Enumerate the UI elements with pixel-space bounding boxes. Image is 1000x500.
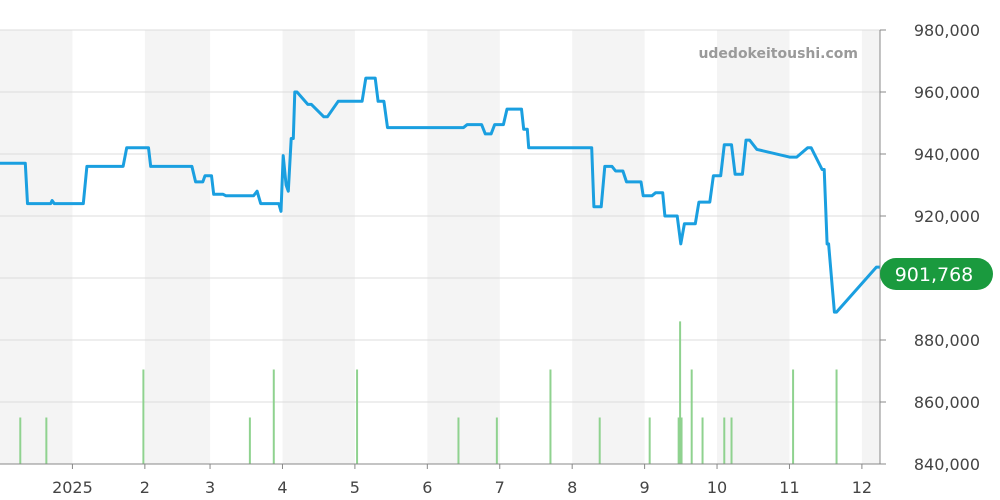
latest-value-badge: 901,768 <box>880 258 993 290</box>
x-tick-label-4: 5 <box>350 478 360 497</box>
x-tick-label-7: 8 <box>567 478 577 497</box>
y-tick-label-1: 860,000 <box>914 393 980 412</box>
y-tick-label-5: 940,000 <box>914 145 980 164</box>
month-band-6 <box>861 30 880 464</box>
watermark: udedokeitoushi.com <box>698 46 858 62</box>
x-tick-label-5: 6 <box>422 478 432 497</box>
y-tick-label-6: 960,000 <box>914 83 980 102</box>
y-tick-label-7: 980,000 <box>914 21 980 40</box>
month-band-0 <box>0 30 73 464</box>
x-tick-label-3: 4 <box>277 478 287 497</box>
x-axis-ticks: 2025 2 3 4 5 6 7 8 9 10 11 12 <box>52 464 872 497</box>
y-tick-label-0: 840,000 <box>914 455 980 474</box>
x-tick-label-2: 3 <box>205 478 215 497</box>
month-band-3 <box>427 30 500 464</box>
month-band-4 <box>572 30 645 464</box>
latest-value-label: 901,768 <box>895 264 974 286</box>
latest-value-badge-bg <box>880 258 993 290</box>
month-bands <box>0 30 880 464</box>
x-tick-label-11: 12 <box>852 478 872 497</box>
volume-bars <box>19 321 838 464</box>
month-band-1 <box>144 30 211 464</box>
x-tick-label-10: 11 <box>779 478 799 497</box>
price-line <box>0 76 880 314</box>
x-tick-label-1: 2 <box>140 478 150 497</box>
month-band-5 <box>717 30 790 464</box>
axis-lines <box>0 30 881 465</box>
x-tick-label-0: 2025 <box>52 478 93 497</box>
x-tick-label-6: 7 <box>495 478 505 497</box>
y-tick-label-4: 920,000 <box>914 207 980 226</box>
x-tick-label-8: 9 <box>640 478 650 497</box>
y-axis-ticks: 840,000 860,000 880,000 920,000 940,000 960,0… <box>880 21 980 474</box>
y-tick-label-2: 880,000 <box>914 331 980 350</box>
x-tick-label-9: 10 <box>707 478 727 497</box>
